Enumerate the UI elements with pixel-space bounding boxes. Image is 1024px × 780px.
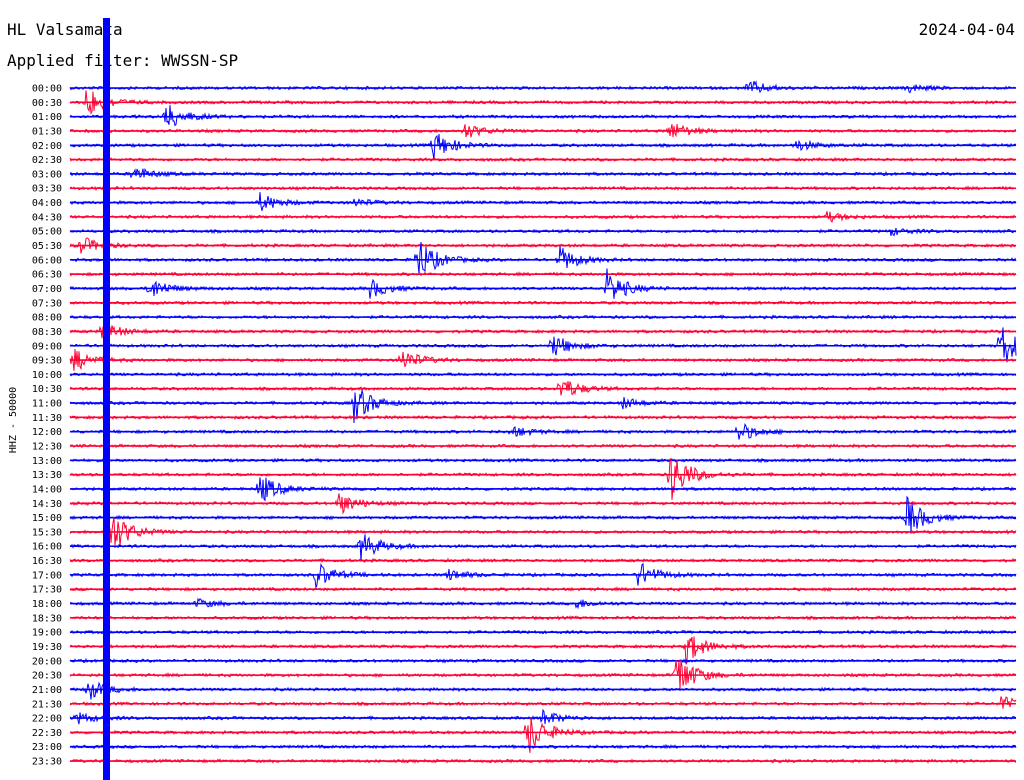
filter-label: Applied filter: WWSSN-SP [7, 51, 239, 70]
trace-row [69, 534, 1017, 562]
row-label: 09:30 [32, 356, 62, 367]
row-label: 04:30 [32, 212, 62, 223]
row-label: 10:00 [32, 370, 62, 381]
row-label: 01:30 [32, 126, 62, 137]
row-label: 14:00 [32, 484, 62, 495]
row-label: 16:30 [32, 556, 62, 567]
trace-row [69, 562, 1017, 588]
row-label: 02:30 [32, 155, 62, 166]
trace-row [69, 327, 1017, 363]
row-label: 07:30 [32, 298, 62, 309]
trace-row [69, 708, 1017, 725]
row-label: 06:30 [32, 270, 62, 281]
row-label: 16:00 [32, 542, 62, 553]
row-label: 00:30 [32, 98, 62, 109]
row-label: 12:30 [32, 442, 62, 453]
row-label: 14:30 [32, 499, 62, 510]
row-label: 04:00 [32, 198, 62, 209]
trace-row [69, 681, 1017, 700]
row-label: 23:30 [32, 757, 62, 768]
row-label: 02:00 [32, 141, 62, 152]
row-label: 01:00 [32, 112, 62, 123]
row-label: 22:30 [32, 728, 62, 739]
seismic-traces [69, 18, 1017, 780]
trace-row [69, 133, 1017, 160]
trace-row [69, 80, 1017, 94]
trace-row [69, 192, 1017, 211]
row-label: 18:00 [32, 599, 62, 610]
trace-row [69, 167, 1017, 179]
row-label: 15:30 [32, 527, 62, 538]
row-label: 20:30 [32, 671, 62, 682]
row-label: 20:00 [32, 656, 62, 667]
row-label: 03:00 [32, 169, 62, 180]
row-label: 03:30 [32, 184, 62, 195]
station-title: HL Valsamata [7, 20, 123, 39]
row-label: 07:00 [32, 284, 62, 295]
row-label: 21:30 [32, 699, 62, 710]
trace-row [69, 457, 1017, 464]
trace-row [69, 105, 1017, 127]
row-label: 21:00 [32, 685, 62, 696]
row-label: 11:00 [32, 399, 62, 410]
row-label: 10:30 [32, 384, 62, 395]
trace-row [69, 696, 1017, 709]
row-label: 00:00 [32, 84, 62, 95]
row-label: 11:30 [32, 413, 62, 424]
row-label: 22:00 [32, 714, 62, 725]
row-label: 17:00 [32, 570, 62, 581]
row-label: 05:30 [32, 241, 62, 252]
row-label: 15:00 [32, 513, 62, 524]
row-label: 13:30 [32, 470, 62, 481]
trace-row [69, 458, 1017, 500]
row-label: 23:00 [32, 742, 62, 753]
row-label: 18:30 [32, 613, 62, 624]
row-label: 13:00 [32, 456, 62, 467]
channel-label: HHZ - 50000 [8, 387, 19, 453]
saturated-trace-band [103, 18, 110, 780]
row-label: 08:30 [32, 327, 62, 338]
plot-date: 2024-04-04 [918, 20, 1015, 39]
row-label: 19:00 [32, 628, 62, 639]
trace-row [69, 241, 1017, 274]
row-label: 12:00 [32, 427, 62, 438]
row-label: 19:30 [32, 642, 62, 653]
row-time-labels: 00:00 00:30 01:00 01:30 02:00 02:30 03:00 03:30… [32, 84, 62, 768]
row-label: 08:00 [32, 313, 62, 324]
row-label: 05:00 [32, 227, 62, 238]
row-label: 06:00 [32, 255, 62, 266]
row-label: 17:30 [32, 585, 62, 596]
row-label: 09:00 [32, 341, 62, 352]
